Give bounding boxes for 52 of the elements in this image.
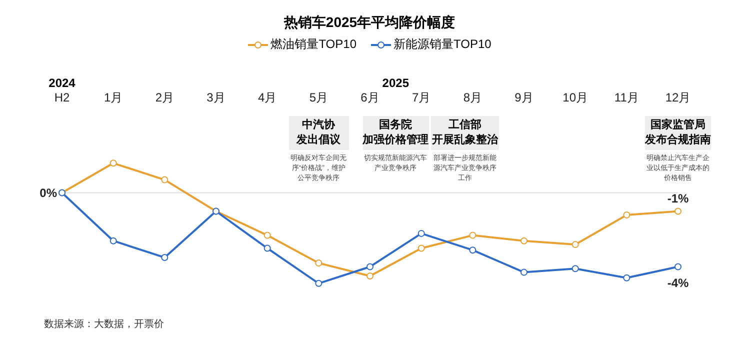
legend-label: 新能源销量TOP10 [394, 36, 492, 53]
text: 工信部 [447, 118, 482, 133]
point [520, 268, 528, 276]
point [110, 160, 117, 167]
point [469, 246, 476, 254]
x-tick-label: 1月 [104, 90, 123, 104]
text: 国务院 [378, 118, 414, 133]
x-tick-label: 11月 [614, 90, 639, 104]
x-tick-label: 9月 [514, 90, 534, 104]
x-tick-label: 2月 [155, 90, 174, 104]
legend-label: 燃油销量TOP10 [270, 36, 356, 53]
text: 国家监管局 [650, 118, 706, 133]
text: 发布合规指南 [645, 133, 711, 148]
point [366, 263, 374, 270]
point [264, 232, 271, 239]
text: 开展乱象整治 [430, 133, 499, 148]
point [315, 280, 322, 287]
point [572, 241, 579, 248]
ref-line-label: 0% [40, 186, 58, 200]
text: 中汽协 [301, 118, 336, 133]
point [161, 254, 168, 261]
source-note: 数据来源：大数据，开票价 [44, 318, 164, 331]
chart-title: 热销车2025年平均降价幅度 [282, 14, 456, 32]
point [418, 244, 425, 252]
x-tick-label: 8月 [463, 90, 482, 104]
point [264, 244, 271, 252]
text: 加强价格管理 [362, 133, 429, 148]
text: 发出倡议 [295, 133, 342, 148]
x-tick-label: 4月 [258, 90, 277, 104]
point [366, 272, 374, 280]
point [315, 260, 322, 267]
text: 2025 [381, 76, 410, 90]
point [674, 263, 682, 270]
x-tick-label: 5月 [309, 90, 328, 104]
x-tick-label: 7月 [412, 90, 431, 104]
x-tick-label: 3月 [206, 90, 226, 104]
x-tick-label: 10月 [562, 90, 588, 104]
point [418, 230, 425, 237]
text: 2024 [48, 76, 76, 90]
x-tick-label: H2 [54, 90, 70, 104]
point [520, 237, 528, 244]
x-tick-label: 12月 [665, 90, 691, 104]
data-label: -1% [667, 191, 689, 206]
point [161, 176, 168, 184]
x-tick-label: 6月 [360, 90, 380, 104]
point [623, 274, 630, 282]
point [623, 211, 630, 218]
point [110, 237, 117, 244]
point [469, 232, 476, 239]
point [572, 265, 579, 272]
data-label: -4% [667, 276, 689, 290]
point [674, 208, 682, 215]
